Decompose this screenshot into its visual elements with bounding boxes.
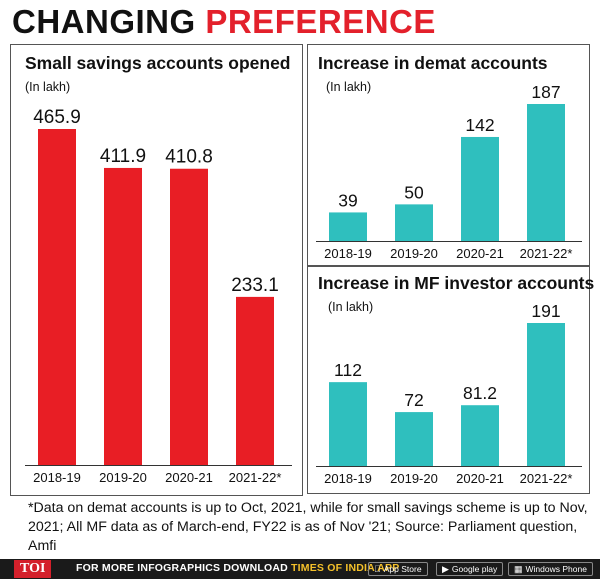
category-label: 2021-22* [520, 471, 573, 486]
data-label: 233.1 [231, 275, 279, 296]
headline-word-1: CHANGING [12, 3, 196, 40]
data-label: 81.2 [463, 383, 497, 403]
category-label: 2020-21 [456, 246, 504, 261]
bar [527, 104, 565, 241]
data-label: 112 [334, 360, 362, 380]
bar [395, 204, 433, 241]
category-label: 2019-20 [99, 470, 147, 485]
google-play-badge[interactable]: ▶ Google play [436, 562, 504, 576]
google-play-label: Google play [451, 564, 498, 574]
demat-chart: 39 2018-19 50 2019-20 142 2020-21 187 2021-22* [316, 82, 582, 261]
play-icon: ▶ [442, 564, 449, 574]
category-label: 2021-22* [520, 246, 573, 261]
headline: CHANGING PREFERENCE [12, 2, 436, 42]
headline-word-2: PREFERENCE [205, 3, 436, 40]
chart-title: Increase in MF investor accounts [318, 273, 595, 293]
toi-logo: TOI [14, 560, 52, 578]
category-label: 2018-19 [324, 246, 372, 261]
bottom-bar: TOI FOR MORE INFOGRAPHICS DOWNLOAD TIMES… [0, 559, 600, 579]
category-label: 2018-19 [33, 470, 81, 485]
promo-app-name: TIMES OF INDIA APP [291, 562, 400, 574]
app-store-label: App Store [377, 564, 422, 574]
bar [236, 296, 274, 465]
bar [104, 167, 142, 465]
bar [527, 323, 565, 466]
category-label: 2019-20 [390, 471, 438, 486]
small-savings-panel: Small savings accounts opened (In lakh) … [10, 44, 303, 496]
unit-label: (In lakh) [25, 80, 71, 94]
category-label: 2020-21 [456, 471, 504, 486]
data-label: 50 [404, 182, 424, 202]
bar [461, 136, 499, 241]
mf-investor-panel: Increase in MF investor accounts (In lak… [307, 265, 594, 494]
data-label: 191 [531, 301, 560, 321]
bar [38, 129, 76, 465]
data-label: 465.9 [33, 107, 81, 128]
data-label: 411.9 [100, 146, 146, 167]
unit-label: (In lakh) [326, 80, 372, 94]
bar [329, 212, 367, 241]
mf-investor-chart: 112 2018-19 72 2019-20 81.2 2020-21 191 2021-22… [316, 301, 582, 486]
chart-title: Increase in demat accounts [318, 53, 548, 73]
windows-phone-badge[interactable]: ▦ Windows Phone [508, 562, 593, 576]
apple-icon:  [374, 563, 381, 575]
bar [395, 412, 433, 466]
promo-label: FOR MORE INFOGRAPHICS DOWNLOAD [76, 562, 288, 574]
chart-title: Small savings accounts opened [25, 53, 291, 73]
demat-panel: Increase in demat accounts (In lakh) 39 2… [307, 44, 590, 267]
data-label: 72 [404, 390, 423, 410]
data-label: 39 [338, 190, 357, 210]
bar [170, 168, 208, 465]
bar [461, 405, 499, 466]
category-label: 2020-21 [165, 470, 213, 485]
promo-text: FOR MORE INFOGRAPHICS DOWNLOAD TIMES OF … [76, 562, 399, 574]
windows-phone-label: Windows Phone [525, 564, 587, 574]
bar [329, 382, 367, 466]
data-label: 142 [465, 115, 494, 135]
data-label: 187 [531, 82, 560, 102]
data-label: 410.8 [165, 147, 213, 168]
windows-icon: ▦ [514, 564, 523, 574]
category-label: 2019-20 [390, 246, 438, 261]
category-label: 2021-22* [229, 470, 282, 485]
unit-label: (In lakh) [328, 300, 374, 314]
category-label: 2018-19 [324, 471, 372, 486]
small-savings-chart: 465.9 2018-19 411.9 2019-20 410.8 2020-21 233.… [25, 107, 292, 485]
footnote: *Data on demat accounts is up to Oct, 20… [28, 500, 588, 554]
app-store-badge[interactable]: App Store [368, 562, 428, 576]
